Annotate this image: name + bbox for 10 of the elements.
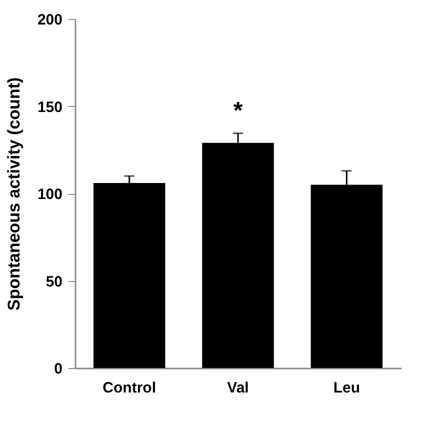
annotation: *: [233, 97, 244, 124]
x-tick-label: Val: [227, 380, 249, 396]
y-tick-label: 100: [37, 186, 62, 203]
y-axis-title: Spontaneous activity (count): [4, 77, 24, 311]
y-tick-label: 0: [54, 360, 62, 378]
x-tick-label: Control: [102, 380, 156, 396]
x-tick-label: Leu: [333, 380, 360, 396]
y-tick-label: 150: [37, 98, 62, 116]
y-tick-label: 50: [46, 273, 62, 290]
y-tick-label: 200: [37, 12, 62, 28]
